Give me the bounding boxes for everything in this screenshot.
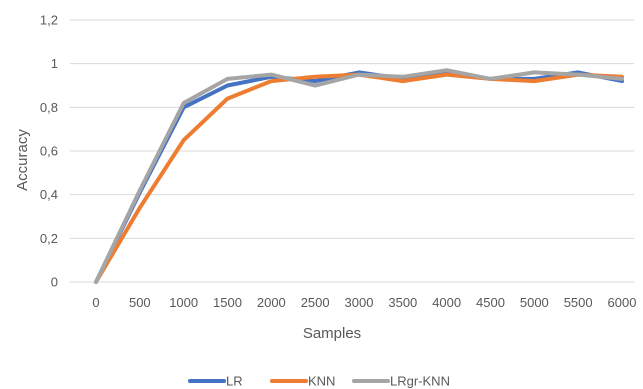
gridlines	[70, 19, 634, 283]
x-tick-label: 1500	[213, 295, 242, 310]
y-tick-label: 0,8	[40, 100, 58, 115]
series-line-knn	[94, 72, 624, 284]
y-tick-label: 1	[51, 56, 58, 71]
x-tick-label: 3500	[388, 295, 417, 310]
x-tick-label: 4000	[432, 295, 461, 310]
legend-item: KNN	[270, 374, 335, 389]
x-tick-label: 2500	[301, 295, 330, 310]
x-axis-tick-labels: 0 500 1000 1500 2000 2500 3000 3500 4000 4500 5000…	[92, 295, 636, 310]
legend-label: LRgr-KNN	[390, 374, 450, 389]
series-line-lrgr-knn	[94, 68, 624, 284]
x-tick-label: 0	[92, 295, 99, 310]
x-tick-label: 500	[129, 295, 151, 310]
x-axis-title: Samples	[303, 325, 361, 342]
legend-label: KNN	[308, 374, 335, 389]
x-tick-label: 2000	[257, 295, 286, 310]
series-line-lr	[94, 70, 624, 284]
y-tick-label: 1,2	[40, 13, 58, 28]
y-axis-tick-labels: 0 0,2 0,4 0,6 0,8 1 1,2	[40, 13, 58, 290]
x-tick-label: 6000	[608, 295, 637, 310]
legend: LR KNN LRgr-KNN	[188, 374, 450, 389]
x-tick-label: 4500	[476, 295, 505, 310]
legend-label: LR	[226, 374, 243, 389]
series-lines	[94, 68, 624, 284]
x-tick-label: 3000	[345, 295, 374, 310]
y-tick-label: 0,6	[40, 144, 58, 159]
x-tick-label: 1000	[169, 295, 198, 310]
x-tick-label: 5000	[520, 295, 549, 310]
y-tick-label: 0,4	[40, 187, 58, 202]
legend-item: LR	[188, 374, 243, 389]
y-tick-label: 0,2	[40, 231, 58, 246]
y-tick-label: 0	[51, 275, 58, 290]
y-axis-title: Accuracy	[14, 129, 31, 191]
x-tick-label: 5500	[564, 295, 593, 310]
legend-item: LRgr-KNN	[352, 374, 450, 389]
